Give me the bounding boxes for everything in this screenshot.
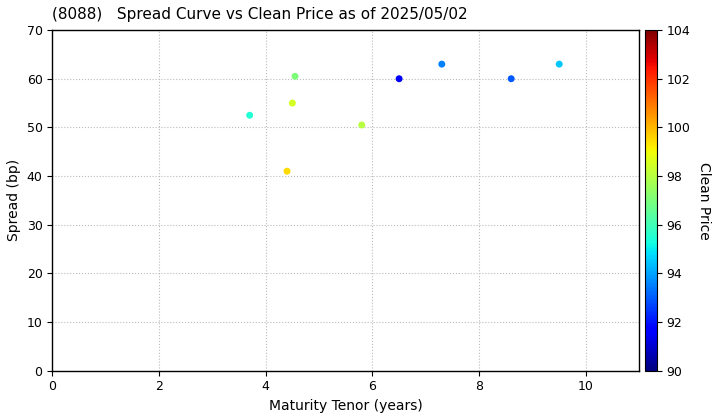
Point xyxy=(505,75,517,82)
Point xyxy=(287,100,298,106)
Point xyxy=(282,168,293,175)
Point xyxy=(289,73,301,80)
Y-axis label: Spread (bp): Spread (bp) xyxy=(7,159,21,242)
Point xyxy=(356,122,367,129)
Point xyxy=(436,61,448,68)
Text: (8088)   Spread Curve vs Clean Price as of 2025/05/02: (8088) Spread Curve vs Clean Price as of… xyxy=(53,7,468,22)
Y-axis label: Clean Price: Clean Price xyxy=(697,162,711,239)
X-axis label: Maturity Tenor (years): Maturity Tenor (years) xyxy=(269,399,423,413)
Point xyxy=(393,75,405,82)
Point xyxy=(554,61,565,68)
Point xyxy=(244,112,256,118)
